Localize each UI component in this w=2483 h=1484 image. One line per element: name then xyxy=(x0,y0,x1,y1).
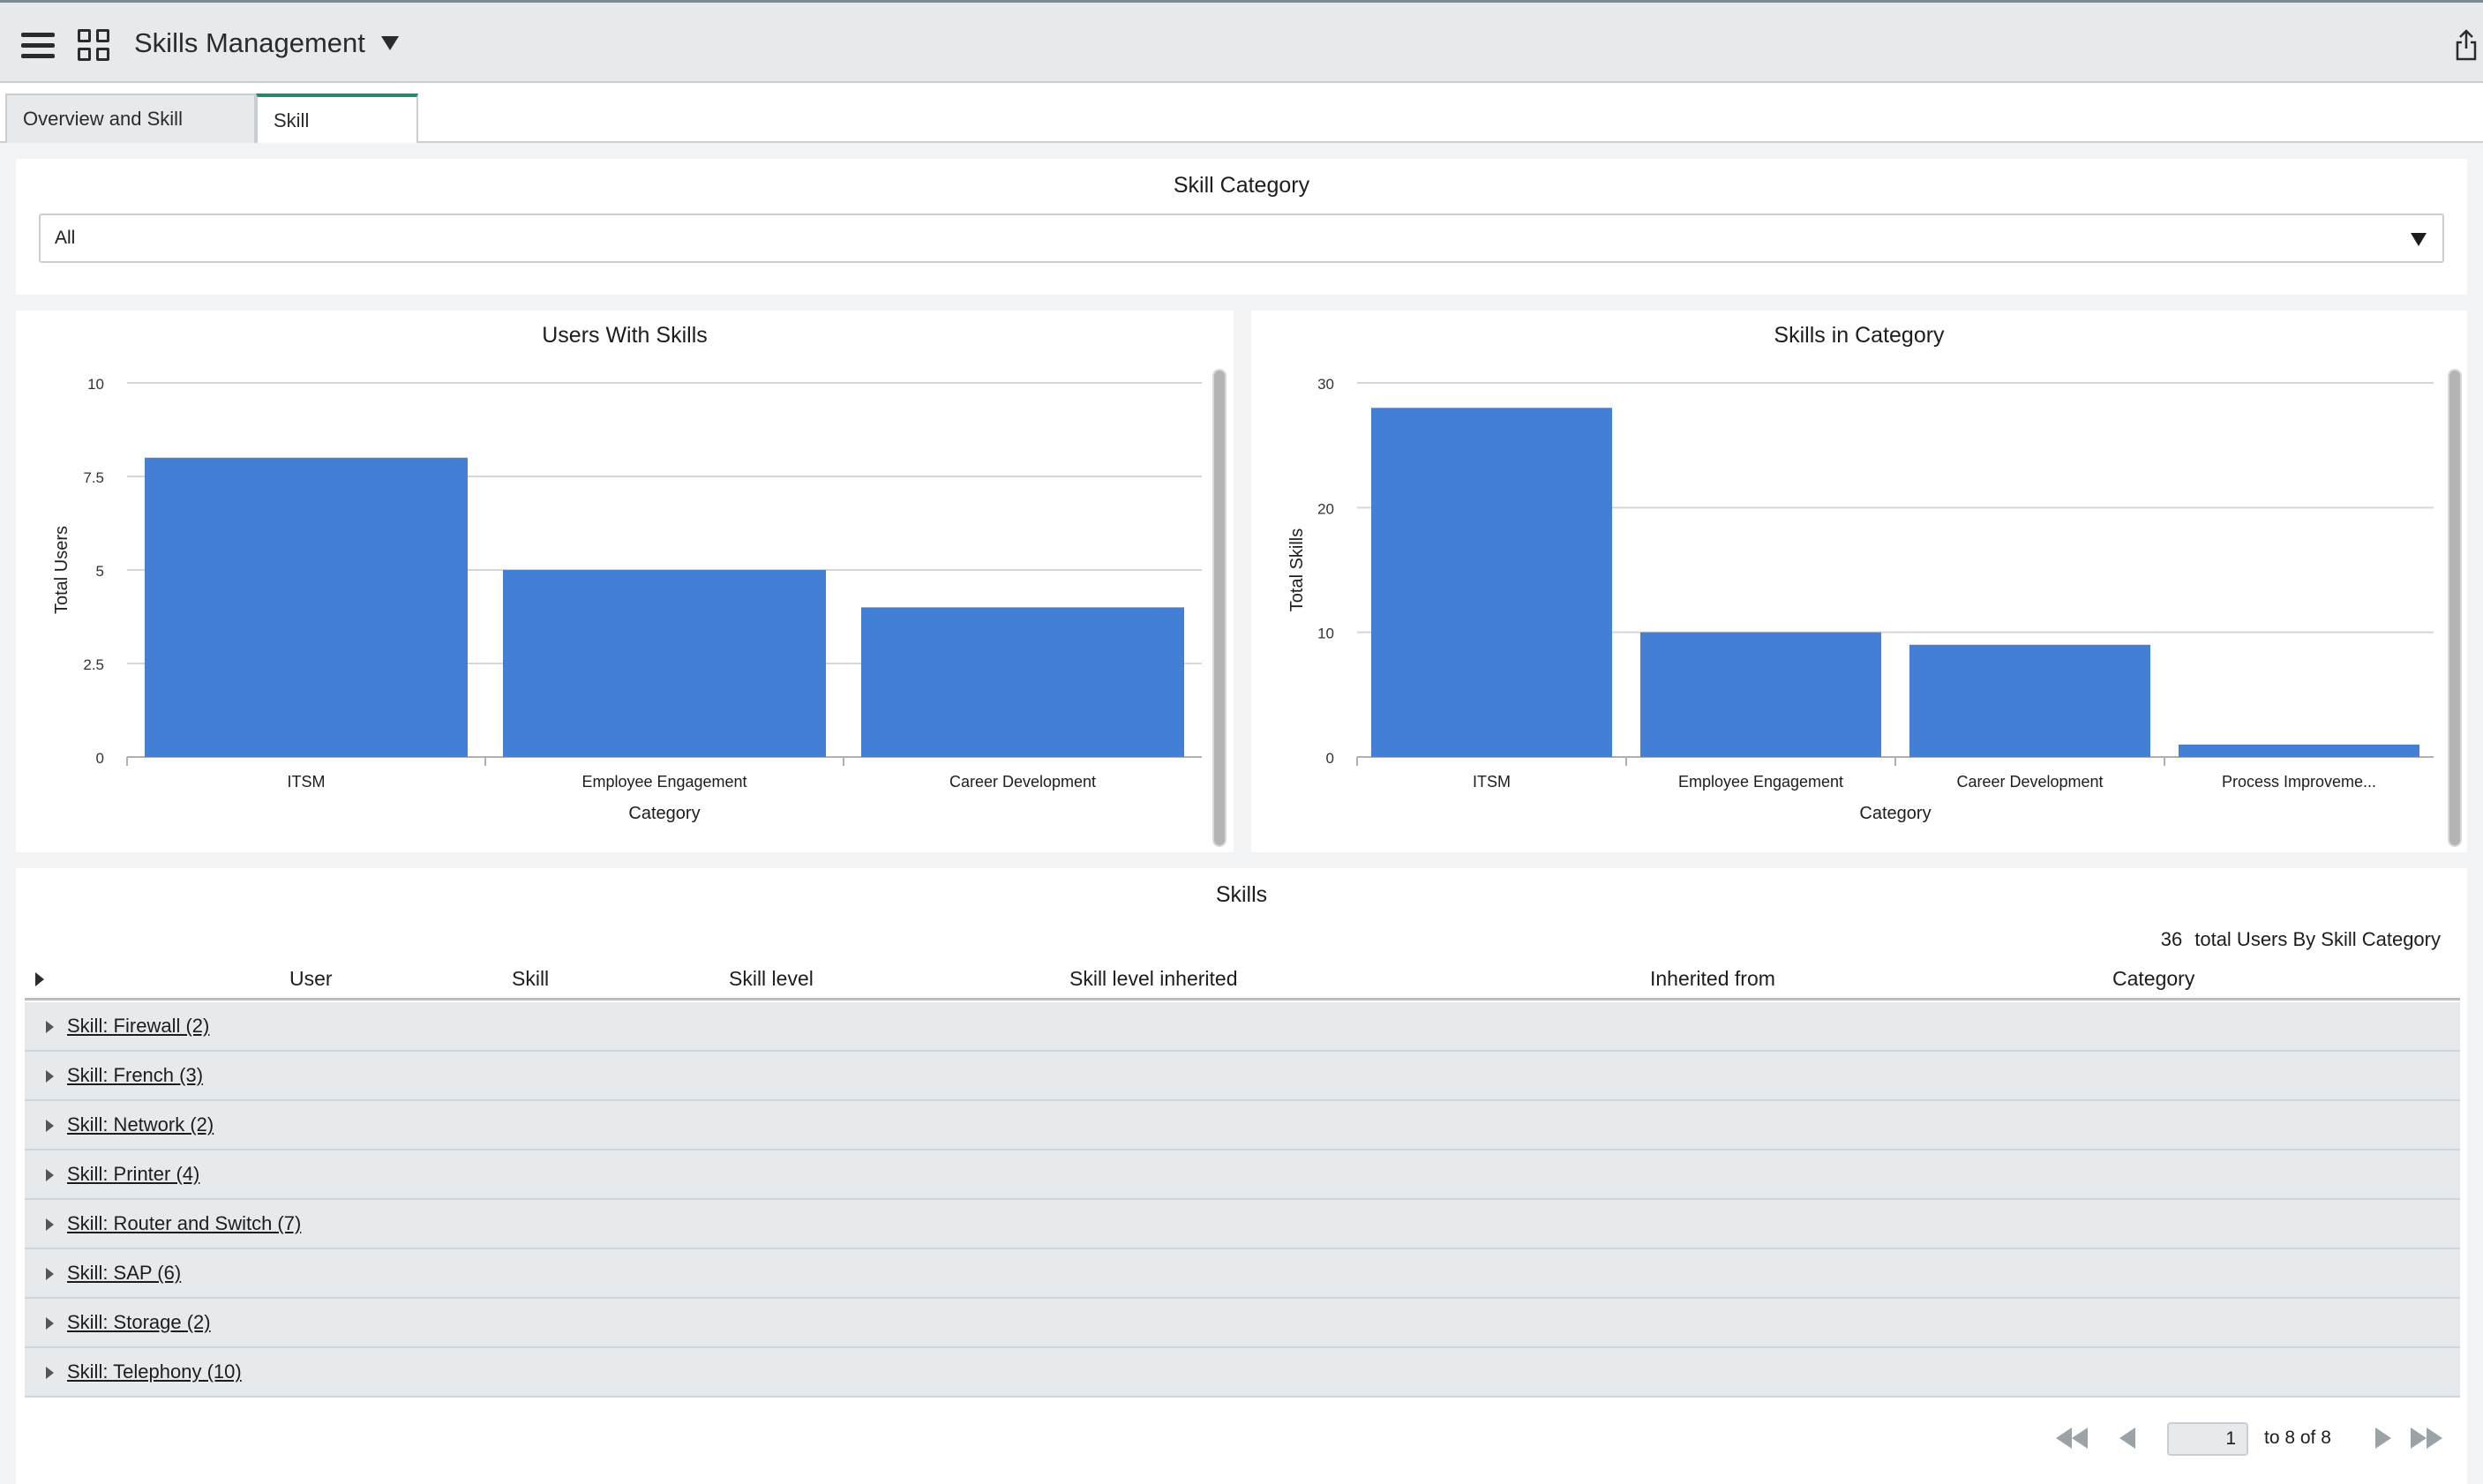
x-tick-label: Employee Engagement xyxy=(581,773,746,791)
tab-skill-taxonomy[interactable]: Skill Taxonomy xyxy=(256,94,418,179)
app-header: Skills Management xyxy=(0,0,2483,83)
share-icon[interactable] xyxy=(2455,29,2478,61)
skill-group-link[interactable]: Skill: Printer (4) xyxy=(67,1163,200,1185)
skills-in-category-plot: 0 10 20 30 ITSM Employee Engagement Career Dev… xyxy=(1287,376,2434,823)
x-tick-label: Career Development xyxy=(949,773,1096,791)
bar[interactable] xyxy=(1909,644,2150,757)
caret-down-icon[interactable] xyxy=(381,36,399,50)
y-axis-label: Total Skills xyxy=(1287,528,1307,611)
tab-overview-skill-matrix[interactable]: Overview and Skill Matrix xyxy=(5,94,256,177)
bar[interactable] xyxy=(2179,744,2419,757)
bar[interactable] xyxy=(861,607,1184,757)
column-user[interactable]: User xyxy=(289,967,333,990)
y-tick-label: 10 xyxy=(87,376,104,393)
skill-group-link[interactable]: Skill: French (3) xyxy=(67,1064,204,1086)
expand-row-icon[interactable] xyxy=(46,1218,54,1231)
y-tick-label: 0 xyxy=(1326,750,1334,767)
column-skill[interactable]: Skill xyxy=(512,967,550,990)
bar[interactable] xyxy=(1371,408,1612,757)
list-title: Skills xyxy=(1215,882,1268,907)
next-page-icon[interactable] xyxy=(2375,1428,2391,1449)
tab-bar: Overview and Skill Matrix Skill Taxonomy xyxy=(0,85,2483,179)
table-group-row: Skill: Network (2) xyxy=(25,1101,2460,1150)
x-tick-label: ITSM xyxy=(1473,773,1511,791)
grid-apps-icon[interactable] xyxy=(78,29,111,63)
x-tick-label: Process Improveme... xyxy=(2222,773,2376,791)
x-axis-label: Category xyxy=(628,804,700,823)
column-category[interactable]: Category xyxy=(2112,967,2195,990)
skills-list: Skills 36 total Users By Skill Category U… xyxy=(16,868,2467,1484)
x-axis-label: Category xyxy=(1859,804,1931,823)
select-value: All xyxy=(55,228,76,248)
page-number-input[interactable]: 1 xyxy=(2167,1422,2248,1456)
expand-row-icon[interactable] xyxy=(46,1317,54,1330)
y-tick-label: 2.5 xyxy=(83,656,104,673)
y-axis-label: Total Users xyxy=(52,526,71,614)
table-group-row: Skill: Firewall (2) xyxy=(25,1002,2460,1052)
table-group-row: Skill: SAP (6) xyxy=(25,1249,2460,1299)
x-tick-label: Career Development xyxy=(1956,773,2103,791)
total-count-number: 36 xyxy=(2160,928,2183,950)
total-count-label: total Users By Skill Category xyxy=(2194,928,2441,950)
pagination: 1 to 8 of 8 xyxy=(2056,1417,2462,1461)
x-tick-label: ITSM xyxy=(288,773,326,791)
y-tick-label: 0 xyxy=(96,750,104,767)
skills-in-category-chart: Skills in Category 0 10 20 30 ITSM Employee E… xyxy=(1251,311,2467,852)
table-group-row: Skill: Storage (2) xyxy=(25,1299,2460,1348)
chart-scrollbar[interactable] xyxy=(2448,369,2462,847)
bar[interactable] xyxy=(145,457,468,757)
skill-category-select[interactable]: All xyxy=(39,214,2444,263)
users-with-skills-chart: Users With Skills 0 2.5 5 7.5 10 ITSM Employee… xyxy=(16,311,1234,852)
expand-row-icon[interactable] xyxy=(46,1367,54,1379)
column-skill-level[interactable]: Skill level xyxy=(729,967,814,990)
page-range-text: to 8 of 8 xyxy=(2264,1428,2331,1448)
table-body: Skill: Firewall (2) Skill: French (3) Skil… xyxy=(25,1002,2460,1398)
expand-row-icon[interactable] xyxy=(46,1070,54,1083)
expand-row-icon[interactable] xyxy=(46,1169,54,1181)
bar[interactable] xyxy=(1640,632,1881,757)
column-skill-level-inherited[interactable]: Skill level inherited xyxy=(1069,967,1238,990)
table-group-row: Skill: Telephony (10) xyxy=(25,1348,2460,1398)
skill-group-link[interactable]: Skill: Storage (2) xyxy=(67,1311,211,1333)
skill-group-link[interactable]: Skill: SAP (6) xyxy=(67,1262,182,1284)
expand-row-icon[interactable] xyxy=(46,1021,54,1033)
bar[interactable] xyxy=(503,570,826,757)
y-tick-label: 7.5 xyxy=(83,469,104,486)
x-tick-label: Employee Engagement xyxy=(1678,773,1843,791)
y-tick-label: 5 xyxy=(96,563,104,580)
table-header: User Skill Skill level Skill level inher… xyxy=(25,960,2460,1001)
caret-down-icon xyxy=(2411,233,2427,246)
skill-group-link[interactable]: Skill: Network (2) xyxy=(67,1113,214,1135)
app-title: Skills Management xyxy=(134,27,365,58)
expand-row-icon[interactable] xyxy=(46,1268,54,1280)
skill-group-link[interactable]: Skill: Firewall (2) xyxy=(67,1015,210,1037)
skill-group-link[interactable]: Skill: Router and Switch (7) xyxy=(67,1212,302,1234)
chart-title: Skills in Category xyxy=(1774,323,1945,348)
filter-title: Skill Category xyxy=(1173,173,1310,198)
users-with-skills-plot: 0 2.5 5 7.5 10 ITSM Employee Engagement Career … xyxy=(52,376,1202,823)
skill-category-filter: Skill Category All xyxy=(16,159,2467,295)
y-tick-label: 20 xyxy=(1317,500,1334,517)
expand-row-icon[interactable] xyxy=(46,1120,54,1132)
chart-title: Users With Skills xyxy=(542,323,708,348)
y-tick-label: 30 xyxy=(1317,376,1334,393)
table-group-row: Skill: Printer (4) xyxy=(25,1150,2460,1200)
hamburger-menu-icon[interactable] xyxy=(21,33,55,59)
chart-scrollbar[interactable] xyxy=(1212,369,1226,847)
skill-group-link[interactable]: Skill: Telephony (10) xyxy=(67,1360,242,1383)
previous-page-icon[interactable] xyxy=(2119,1428,2135,1449)
column-inherited-from[interactable]: Inherited from xyxy=(1650,967,1775,990)
total-count: 36 total Users By Skill Category xyxy=(2161,928,2441,951)
y-tick-label: 10 xyxy=(1317,626,1334,642)
table-group-row: Skill: Router and Switch (7) xyxy=(25,1200,2460,1249)
table-group-row: Skill: French (3) xyxy=(25,1052,2460,1101)
expand-all-icon[interactable] xyxy=(35,972,44,986)
